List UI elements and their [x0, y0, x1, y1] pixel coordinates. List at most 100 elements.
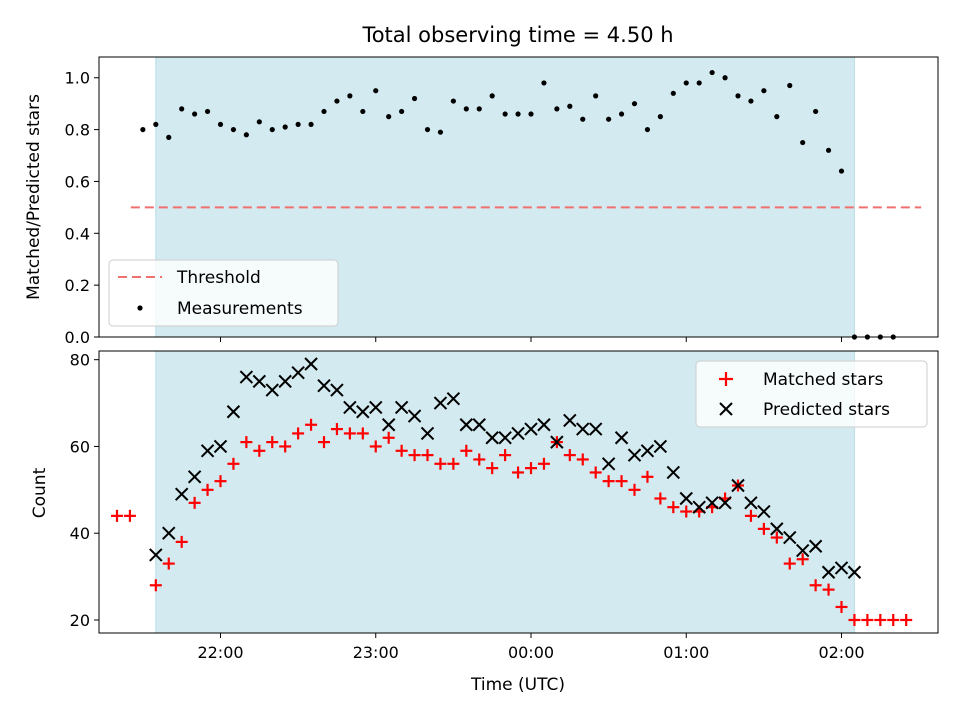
predicted-star-marker [834, 561, 849, 575]
measurement-point [192, 111, 198, 117]
matched-star-marker [149, 579, 162, 592]
ratio-y-tick-label: 0.2 [65, 276, 90, 295]
predicted-star-marker [666, 465, 681, 480]
measurement-point [463, 106, 469, 112]
predicted-star-marker [731, 478, 745, 493]
count-panel: 20 40 60 80 22:00 23:00 00:00 01:00 02:00 Time … [30, 350, 939, 695]
matched-star-marker [356, 427, 369, 440]
matched-star-marker [680, 505, 693, 518]
predicted-star-marker [226, 405, 241, 419]
x-axis-label: Time (UTC) [470, 675, 565, 695]
time-x-tick-label: 02:00 [818, 643, 864, 662]
matched-star-marker [460, 444, 473, 457]
predicted-star-marker [614, 431, 629, 445]
matched-star-marker [162, 557, 175, 570]
ratio-y-axis: 0.0 0.2 0.4 0.6 0.8 1.0 [65, 69, 99, 347]
predicted-star-marker [705, 496, 719, 510]
matched-star-marker [330, 423, 343, 436]
measurement-point [243, 132, 249, 138]
measurement-point [606, 116, 612, 122]
count-y-label: Count [30, 467, 50, 518]
measurement-point [476, 106, 482, 112]
matched-star-marker [343, 427, 356, 440]
count-y-axis: 20 40 60 80 [70, 351, 99, 630]
matched-star-marker [615, 475, 628, 488]
matched-star-marker [512, 466, 525, 479]
predicted-star-marker [692, 500, 706, 514]
predicted-star-marker [459, 418, 474, 432]
predicted-star-marker [795, 543, 810, 558]
measurement-point [399, 108, 405, 115]
predicted-star-marker [563, 413, 577, 428]
measurement-point [334, 98, 340, 104]
matched-star-marker [188, 496, 201, 509]
measurement-point [748, 98, 754, 104]
measurement-point [593, 93, 599, 99]
ratio-y-tick-label: 0.0 [65, 328, 90, 347]
matched-star-marker [447, 457, 460, 470]
predicted-star-marker [524, 422, 538, 436]
predicted-star-marker [576, 422, 590, 436]
measurement-point [424, 126, 431, 133]
predicted-star-marker [343, 400, 357, 415]
matched-star-marker [473, 453, 486, 466]
matched-star-marker [848, 613, 861, 626]
matched-star-marker [770, 531, 783, 544]
matched-star-marker [395, 444, 408, 457]
ratio-legend: Threshold Measurements [108, 259, 339, 327]
predicted-star-marker [369, 400, 383, 415]
predicted-star-marker [265, 383, 279, 397]
matched-star-marker [822, 583, 835, 596]
count-plot-frame [98, 350, 939, 634]
matched-star-marker [499, 449, 512, 462]
matched-star-marker [796, 553, 809, 566]
predicted-star-marker [537, 418, 551, 432]
matched-star-marker [240, 436, 253, 449]
ratio-y-tick-label: 1.0 [65, 69, 90, 88]
ratio-x-ticks [220, 337, 842, 342]
predicted-star-marker [472, 418, 486, 432]
matched-star-marker [305, 418, 318, 431]
measurement-point [256, 119, 262, 125]
measurement-point [554, 106, 560, 112]
matched-star-marker [486, 462, 499, 475]
matched-star-marker [382, 431, 395, 444]
measurement-point [373, 88, 379, 94]
matched-star-marker [292, 427, 305, 440]
predicted-star-marker [278, 374, 292, 389]
measurement-point [528, 111, 534, 117]
predicted-star-marker [317, 379, 331, 393]
predicted-star-marker [407, 409, 422, 423]
ratio-plot-frame [98, 56, 939, 338]
measurement-point [411, 95, 418, 102]
matched-star-marker [227, 457, 240, 470]
time-x-tick-label: 01:00 [663, 643, 709, 662]
predicted-star-marker [187, 470, 202, 484]
predicted-star-marker [381, 418, 396, 432]
measurement-point [735, 93, 741, 99]
predicted-star-marker [757, 504, 771, 519]
matched-star-marker [783, 557, 796, 570]
predicted-star-marker [550, 435, 564, 449]
measurement-point [153, 121, 159, 128]
measurement-point [657, 114, 663, 120]
measurement-point [670, 90, 676, 96]
predicted-star-marker [511, 426, 525, 441]
predicted-star-markers [149, 357, 862, 579]
measurement-point [179, 106, 185, 112]
measurement-point [360, 108, 366, 115]
predicted-star-marker [653, 439, 668, 454]
measurement-point [618, 111, 625, 117]
predicted-star-marker [162, 526, 176, 540]
matched-star-marker [111, 509, 123, 522]
predicted-star-marker [446, 392, 461, 406]
predicted-star-marker [291, 365, 305, 380]
predicted-star-marker [847, 565, 862, 579]
predicted-star-marker [420, 426, 435, 441]
measurement-point [230, 126, 237, 133]
count-y-tick-label: 80 [70, 351, 90, 370]
measurement-point [204, 108, 211, 115]
measurement-point [347, 93, 353, 99]
count-legend-box [695, 360, 928, 428]
matched-star-marker [654, 492, 667, 505]
